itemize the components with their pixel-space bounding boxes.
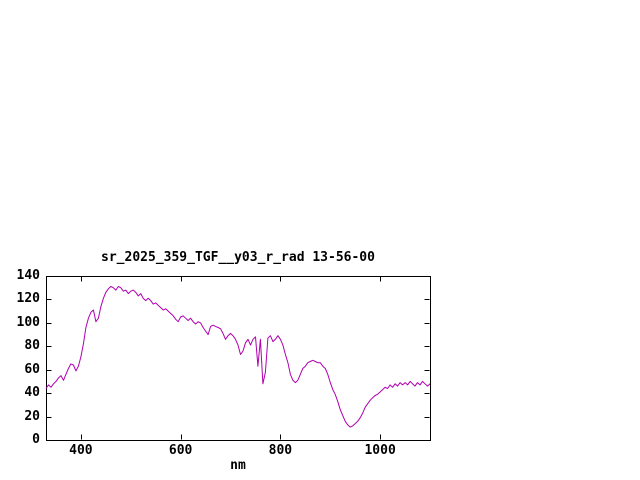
x-tick-label: 400 (69, 443, 93, 458)
y-tick-label: 100 (16, 314, 40, 330)
y-tick-label: 0 (32, 432, 40, 447)
x-tick-label: 800 (268, 443, 293, 458)
y-tick-label: 60 (24, 361, 40, 377)
plot-border (46, 276, 431, 441)
x-tick-label: 1000 (364, 443, 396, 458)
y-tick-label: 140 (16, 268, 40, 283)
y-tick-label: 80 (24, 338, 40, 354)
y-tick-label: 40 (24, 385, 40, 401)
x-axis-label: nm (230, 458, 246, 473)
y-tick-label: 120 (16, 291, 40, 307)
chart-title: sr_2025_359_TGF__y03_r_rad 13-56-00 (101, 250, 375, 265)
y-tick-label: 20 (24, 408, 40, 424)
x-tick-label: 600 (168, 443, 193, 458)
series-line (45, 286, 431, 428)
